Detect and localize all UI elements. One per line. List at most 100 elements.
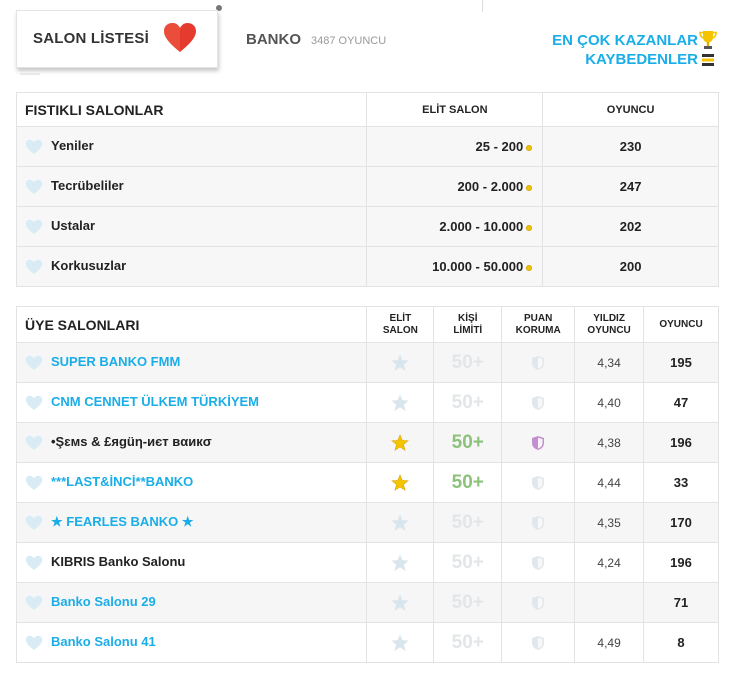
- salon-name-cell[interactable]: CNM CENNET ÜLKEM TÜRKİYEM: [15, 382, 368, 423]
- bet-range: 200 - 2.000: [457, 179, 524, 194]
- player-count: 3487 OYUNCU: [311, 35, 387, 47]
- table-row[interactable]: •Şɛмѕ & £яgüη-иєт вαикσ 50+ 4,38 196: [15, 422, 719, 463]
- table-row[interactable]: Yeniler 25 - 200 230: [15, 126, 719, 167]
- protection-cell: [501, 462, 576, 503]
- star-player-cell: 4,35: [574, 502, 645, 543]
- limit-cell: 50+: [433, 542, 503, 583]
- salon-name-cell[interactable]: Banko Salonu 41: [15, 622, 368, 663]
- limit-cell: 50+: [433, 462, 503, 503]
- protection-cell: [501, 342, 576, 383]
- favorite-heart-icon[interactable]: [25, 355, 43, 371]
- limit-cell: 50+: [433, 422, 503, 463]
- star-icon: [391, 473, 410, 491]
- favorite-heart-icon[interactable]: [25, 219, 43, 235]
- table-row[interactable]: Tecrübeliler 200 - 2.000 247: [15, 166, 719, 207]
- limit-header-line1: KİŞİ: [458, 312, 478, 324]
- limit-header: KİŞİ LİMİTİ: [433, 306, 503, 343]
- protection-header-line2: KORUMA: [515, 324, 561, 336]
- favorite-heart-icon[interactable]: [25, 259, 43, 275]
- elite-cell: [366, 342, 435, 383]
- table-row[interactable]: KIBRIS Banko Salonu 50+ 4,24 196: [15, 542, 719, 583]
- table-row[interactable]: Banko Salonu 29 50+ 71: [15, 582, 719, 623]
- table-row[interactable]: Korkusuzlar 10.000 - 50.000 200: [15, 246, 719, 287]
- favorite-heart-icon[interactable]: [25, 475, 43, 491]
- salon-name-cell[interactable]: ★ FEARLES BANKO ★: [15, 502, 368, 543]
- favorite-heart-icon[interactable]: [25, 395, 43, 411]
- salon-name: CNM CENNET ÜLKEM TÜRKİYEM: [51, 394, 259, 410]
- table-row[interactable]: Banko Salonu 41 50+ 4,49 8: [15, 622, 719, 663]
- salon-name: Korkusuzlar: [51, 258, 127, 274]
- favorite-heart-icon[interactable]: [25, 515, 43, 531]
- favorite-heart-icon[interactable]: [25, 435, 43, 451]
- loser-rank-icon: [702, 54, 714, 66]
- elite-cell: [366, 382, 435, 423]
- salon-name-cell[interactable]: Ustalar: [15, 206, 368, 247]
- salon-name-cell[interactable]: KIBRIS Banko Salonu: [15, 542, 368, 583]
- limit-cell: 50+: [433, 382, 503, 423]
- salon-name: ***LAST&İNCİ**BANKO: [51, 474, 194, 490]
- elite-cell: [366, 502, 435, 543]
- star-player-cell: 4,34: [574, 342, 645, 383]
- players-header: OYUNCU: [643, 306, 719, 343]
- coin-icon: [526, 144, 533, 151]
- person-limit: 50+: [451, 391, 484, 413]
- table-row[interactable]: SUPER BANKO FMM 50+ 4,34 195: [15, 342, 719, 383]
- salon-name: Yeniler: [51, 138, 94, 154]
- star-player-cell: 4,44: [574, 462, 645, 503]
- limit-cell: 50+: [433, 342, 503, 383]
- bet-range-cell: 200 - 2.000: [366, 166, 544, 207]
- favorite-heart-icon[interactable]: [25, 595, 43, 611]
- star-icon: [391, 433, 410, 451]
- salon-name-cell[interactable]: Korkusuzlar: [15, 246, 368, 287]
- star-icon: [391, 633, 410, 651]
- member-salons-table: ÜYE SALONLARI ELİT SALON KİŞİ LİMİTİ PUAN K…: [15, 306, 719, 663]
- protection-cell: [501, 542, 576, 583]
- top-winners-label: EN ÇOK KAZANLAR: [552, 32, 698, 49]
- table-row[interactable]: ***LAST&İNCİ**BANKO 50+ 4,44 33: [15, 462, 719, 503]
- favorite-heart-icon[interactable]: [25, 635, 43, 651]
- trophy-icon: [699, 31, 717, 49]
- star-icon: [391, 513, 410, 531]
- player-count-cell: 170: [643, 502, 719, 543]
- person-limit: 50+: [451, 551, 484, 573]
- salon-list-title: SALON LİSTESİ: [33, 30, 149, 47]
- elite-cell: [366, 582, 435, 623]
- player-count-cell: 196: [643, 542, 719, 583]
- favorite-heart-icon[interactable]: [25, 139, 43, 155]
- divider: [482, 0, 483, 12]
- top-winners-link[interactable]: EN ÇOK KAZANLAR: [552, 31, 717, 50]
- salon-name-cell[interactable]: Tecrübeliler: [15, 166, 368, 207]
- table-row[interactable]: Ustalar 2.000 - 10.000 202: [15, 206, 719, 247]
- indicator-dot: [216, 5, 222, 11]
- salon-name-cell[interactable]: •Şɛмѕ & £яgüη-иєт вαикσ: [15, 422, 368, 463]
- top-losers-link[interactable]: KAYBEDENLER: [552, 50, 716, 69]
- top-strip: [0, 0, 740, 12]
- star-header-line1: YILDIZ: [593, 312, 625, 324]
- table-row[interactable]: ★ FEARLES BANKO ★ 50+ 4,35 170: [15, 502, 719, 543]
- right-scrollbar[interactable]: [738, 0, 740, 12]
- salon-name-cell[interactable]: Yeniler: [15, 126, 368, 167]
- player-count-cell: 33: [643, 462, 719, 503]
- players-header: OYUNCU: [542, 92, 719, 127]
- game-name: BANKO: [246, 31, 301, 48]
- player-count-cell: 8: [643, 622, 719, 663]
- player-count-cell: 71: [643, 582, 719, 623]
- salon-name-cell[interactable]: SUPER BANKO FMM: [15, 342, 368, 383]
- elite-header-line1: ELİT: [389, 312, 412, 324]
- star-player-cell: 4,40: [574, 382, 645, 423]
- coin-icon: [526, 224, 533, 231]
- bottom-strip: [0, 663, 740, 673]
- protection-header: PUAN KORUMA: [501, 306, 576, 343]
- salon-name-cell[interactable]: ***LAST&İNCİ**BANKO: [15, 462, 368, 503]
- coin-icon: [526, 184, 533, 191]
- person-limit: 50+: [451, 511, 484, 533]
- limit-header-line2: LİMİTİ: [453, 324, 483, 336]
- salon-name-cell[interactable]: Banko Salonu 29: [15, 582, 368, 623]
- leaderboard-links: EN ÇOK KAZANLAR KAYBEDENLER: [552, 31, 717, 69]
- pistachio-salons-table: FISTIKLI SALONLAR ELİT SALON OYUNCU Yeni…: [15, 92, 719, 287]
- table-row[interactable]: CNM CENNET ÜLKEM TÜRKİYEM 50+ 4,40 47: [15, 382, 719, 423]
- favorite-heart-icon[interactable]: [25, 179, 43, 195]
- favorite-heart-icon[interactable]: [25, 555, 43, 571]
- star-player-cell: 4,38: [574, 422, 645, 463]
- player-count-cell: 202: [542, 206, 719, 247]
